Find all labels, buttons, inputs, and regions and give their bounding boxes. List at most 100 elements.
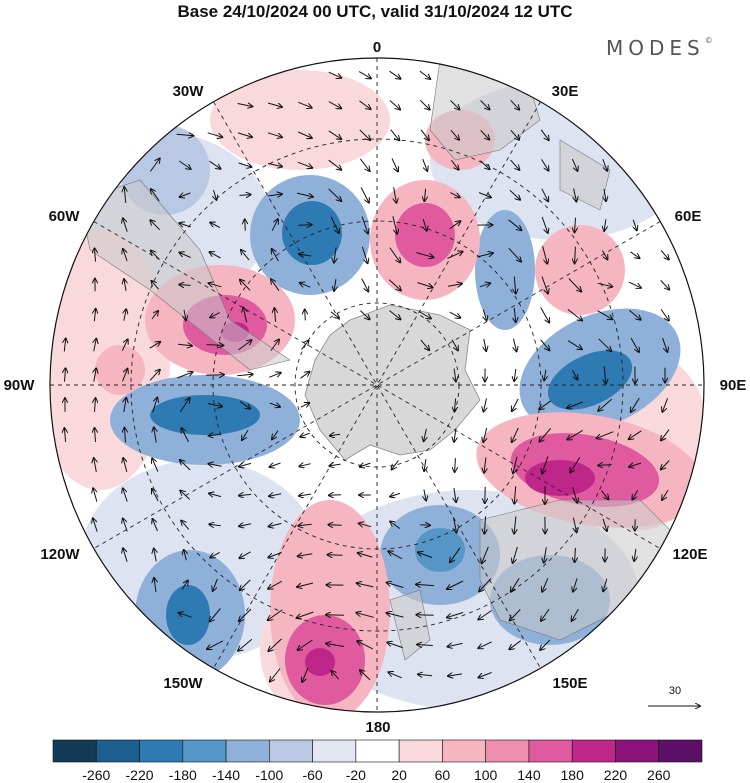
wind-vector <box>484 338 486 351</box>
brand-logo: MODES© <box>606 36 713 60</box>
wind-vector <box>179 160 190 169</box>
wind-vector <box>575 547 576 562</box>
wind-vector <box>389 100 400 110</box>
wind-vector <box>239 524 252 527</box>
wind-vector <box>181 521 190 530</box>
wind-vector <box>541 608 550 621</box>
colorbar-tick-label: -220 <box>126 767 154 783</box>
wind-vector <box>152 398 158 413</box>
wind-vector <box>210 312 221 318</box>
lon-label-150e: 150E <box>552 675 587 692</box>
wind-vector <box>388 551 402 560</box>
wind-vector <box>237 104 253 107</box>
wind-vector <box>268 638 282 651</box>
wind-vector <box>95 398 96 412</box>
lon-label-90e: 90E <box>720 377 747 394</box>
wind-vector <box>570 457 581 472</box>
wind-vector <box>94 368 96 382</box>
wind-vector <box>360 310 369 320</box>
wind-vector <box>238 638 253 651</box>
wind-vector <box>540 339 550 351</box>
wind-vector <box>272 249 279 262</box>
wind-vector <box>661 460 670 470</box>
wind-vector <box>544 369 546 381</box>
wind-vector <box>603 518 607 531</box>
wind-vector <box>209 283 222 287</box>
wind-vector <box>179 253 191 258</box>
wind-vector <box>573 578 578 591</box>
wind-vector <box>455 458 456 472</box>
wind-vector <box>604 188 606 201</box>
wind-vector <box>269 524 282 527</box>
reference-vector-label: 30 <box>669 685 681 697</box>
wind-vector <box>510 99 520 109</box>
wind-vector <box>239 608 252 621</box>
colorbar-swatch <box>528 739 573 763</box>
wind-vector <box>95 248 96 262</box>
wind-vector <box>454 487 456 502</box>
longitude-labels: 0 30E 60E 90E 120E 150E 180 150W 120W 90… <box>4 39 747 736</box>
wind-vector <box>540 639 551 650</box>
madagascar-land <box>559 139 611 211</box>
wind-vector <box>210 252 221 259</box>
wind-vector <box>178 344 192 346</box>
wind-vector <box>634 548 636 561</box>
colorbar-swatch <box>139 739 184 763</box>
wind-vector <box>575 246 576 264</box>
wind-vector <box>510 159 520 170</box>
wind-vector <box>181 581 188 590</box>
wind-vector <box>598 338 612 351</box>
wind-vector <box>601 490 609 500</box>
wind-vector <box>598 465 612 466</box>
wind-vector <box>418 311 431 319</box>
wind-vector <box>123 249 128 262</box>
wind-vector <box>541 216 548 233</box>
wind-vector <box>356 613 374 618</box>
wind-vector <box>269 373 281 378</box>
wind-vector <box>567 309 582 320</box>
wind-vector <box>245 219 246 231</box>
south-america-land <box>79 179 291 371</box>
wind-vector <box>514 486 515 503</box>
wind-vector <box>484 516 485 533</box>
wind-vector <box>447 580 464 589</box>
wind-vector <box>567 401 584 408</box>
wind-vector <box>449 221 461 230</box>
wind-vector <box>238 162 252 167</box>
wind-vector <box>630 251 640 258</box>
wind-vector <box>124 398 126 413</box>
wind-vector <box>450 547 461 563</box>
wind-vector <box>154 427 156 443</box>
wind-vector <box>483 309 486 321</box>
lon-label-60e: 60E <box>675 208 702 225</box>
wind-vector <box>297 131 312 138</box>
wind-vector <box>152 489 159 502</box>
wind-vector <box>299 464 311 467</box>
wind-vector <box>152 458 159 472</box>
wind-vector <box>207 404 222 407</box>
map-field <box>50 58 704 712</box>
wind-vector <box>359 100 370 109</box>
wind-vector <box>239 195 250 196</box>
lon-label-180: 180 <box>365 719 390 736</box>
wind-vector <box>179 223 191 227</box>
wind-vector <box>514 307 516 322</box>
wind-vector <box>508 248 521 261</box>
wind-vector <box>334 279 336 291</box>
wind-vector <box>124 309 126 321</box>
wind-vector <box>567 429 583 439</box>
wind-vector <box>331 671 340 680</box>
colorbar-swatch <box>182 739 227 763</box>
lon-label-150w: 150W <box>163 675 203 692</box>
wind-vector <box>541 276 548 294</box>
wind-vector <box>330 311 339 318</box>
australia-land <box>479 499 681 641</box>
wind-vector <box>123 519 128 532</box>
wind-vector <box>480 160 489 169</box>
wind-vector <box>153 519 158 532</box>
wind-vector <box>514 516 516 533</box>
wind-vector <box>239 463 252 466</box>
wind-vector <box>391 158 398 172</box>
wind-vector <box>390 493 401 496</box>
wind-vector <box>149 342 160 349</box>
